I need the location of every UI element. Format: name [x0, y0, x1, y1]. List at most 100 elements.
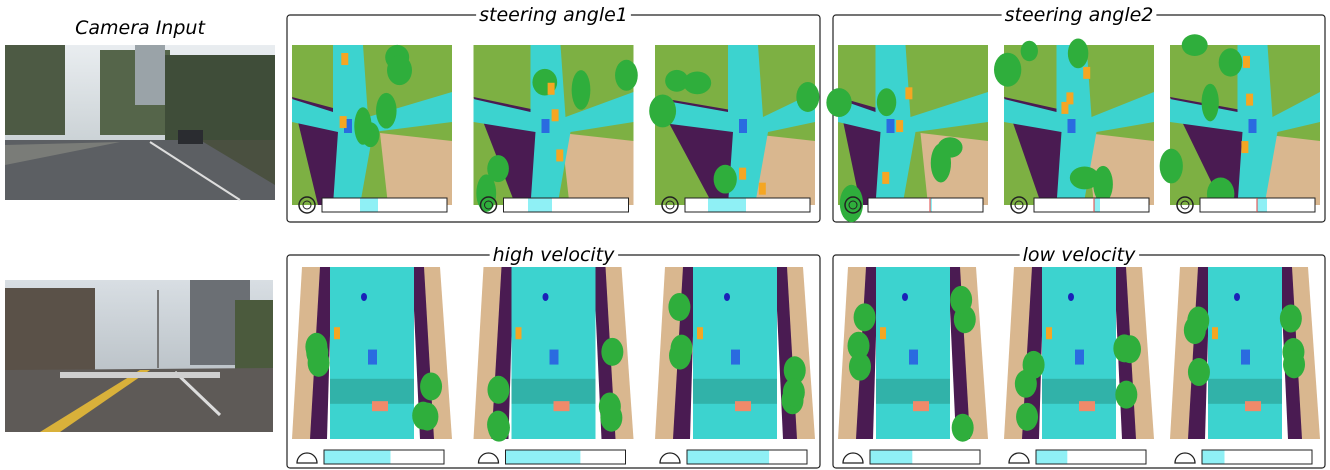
- ego-car: [1075, 349, 1084, 365]
- indicator-fill: [1257, 198, 1267, 212]
- curb: [948, 267, 970, 439]
- tree: [1279, 304, 1302, 333]
- tree: [1014, 369, 1037, 398]
- gauge-icon: [1008, 452, 1030, 464]
- tree: [487, 413, 510, 442]
- ego-car: [549, 349, 559, 365]
- tree: [796, 82, 820, 112]
- car: [1212, 327, 1218, 340]
- wheel-icon: [479, 196, 498, 214]
- indicator-fill: [1202, 450, 1225, 464]
- panel: high velocity: [286, 244, 821, 469]
- bev-render: [1159, 34, 1320, 214]
- ego-car: [739, 119, 747, 133]
- wheel-icon: [1180, 200, 1190, 210]
- ego-car: [886, 119, 895, 133]
- wheel-icon: [665, 200, 675, 210]
- panel-title: low velocity: [1023, 244, 1136, 266]
- tree: [1118, 335, 1141, 364]
- pedestrian: [724, 293, 730, 301]
- wheel-icon: [661, 196, 679, 214]
- tree: [387, 55, 412, 86]
- car: [1046, 327, 1052, 340]
- crosswalk: [1208, 378, 1282, 404]
- title-bg: [1019, 252, 1140, 260]
- indicator-fill: [528, 198, 552, 212]
- car: [1245, 401, 1261, 412]
- crosswalk: [511, 378, 596, 404]
- panel: steering angle2: [826, 4, 1326, 223]
- wheel-icon: [1010, 196, 1028, 214]
- car: [913, 401, 929, 412]
- tree: [476, 174, 497, 213]
- tree: [713, 164, 737, 194]
- crosswalk: [693, 378, 777, 404]
- car: [339, 116, 347, 129]
- ego-car: [909, 349, 918, 365]
- tree: [1283, 350, 1306, 379]
- tree: [598, 392, 621, 421]
- car: [1241, 141, 1249, 154]
- gauge-icon: [296, 452, 318, 464]
- ego-car: [541, 119, 550, 133]
- ego-car: [368, 349, 377, 365]
- tree: [950, 285, 973, 314]
- road: [473, 45, 634, 205]
- bev-render: [655, 267, 815, 465]
- car: [905, 87, 913, 100]
- panel: low velocity: [832, 244, 1326, 469]
- crosswalk: [876, 378, 950, 404]
- wheel-icon: [298, 196, 316, 214]
- car: [551, 109, 559, 122]
- tree: [1183, 316, 1206, 345]
- car: [735, 401, 751, 412]
- tree: [412, 401, 435, 430]
- car: [896, 120, 904, 133]
- title-bg: [489, 252, 619, 260]
- crosswalk: [330, 378, 414, 404]
- camera-image: [5, 45, 275, 201]
- crosswalk: [1042, 378, 1116, 404]
- tree: [853, 303, 876, 332]
- gauge-icon: [659, 452, 681, 464]
- car: [1083, 66, 1091, 79]
- title-bg: [476, 12, 631, 20]
- road: [1004, 45, 1154, 205]
- car: [758, 182, 766, 195]
- tree: [649, 94, 677, 128]
- tree: [307, 348, 330, 377]
- indicator-fill: [324, 450, 391, 464]
- car: [880, 327, 886, 340]
- indicator-bar: [684, 197, 811, 213]
- indicator-bar: [321, 197, 448, 213]
- tree: [826, 88, 852, 117]
- car: [372, 401, 388, 412]
- ego-car: [1067, 119, 1076, 133]
- panel-title: steering angle2: [1005, 4, 1154, 26]
- indicator-fill: [870, 450, 913, 464]
- tree: [1181, 34, 1208, 57]
- tree: [487, 155, 509, 183]
- bev-render: [292, 267, 452, 465]
- tree: [571, 70, 591, 110]
- car: [1079, 401, 1095, 412]
- car: [739, 167, 747, 180]
- ego-car: [1241, 349, 1250, 365]
- pedestrian: [542, 293, 549, 301]
- bev-render: [994, 38, 1154, 214]
- bev-render: [649, 45, 820, 214]
- tree: [683, 71, 712, 95]
- tree: [615, 59, 638, 91]
- panel-title: steering angle1: [479, 4, 628, 26]
- bev-render: [473, 45, 638, 214]
- bev-render: [473, 267, 634, 465]
- tree: [669, 341, 692, 370]
- car: [1061, 101, 1069, 114]
- car: [547, 82, 555, 95]
- tree: [783, 356, 806, 385]
- indicator-fill: [1036, 450, 1068, 464]
- car: [553, 401, 570, 412]
- camera-label: Camera Input: [75, 17, 206, 39]
- road: [655, 45, 815, 205]
